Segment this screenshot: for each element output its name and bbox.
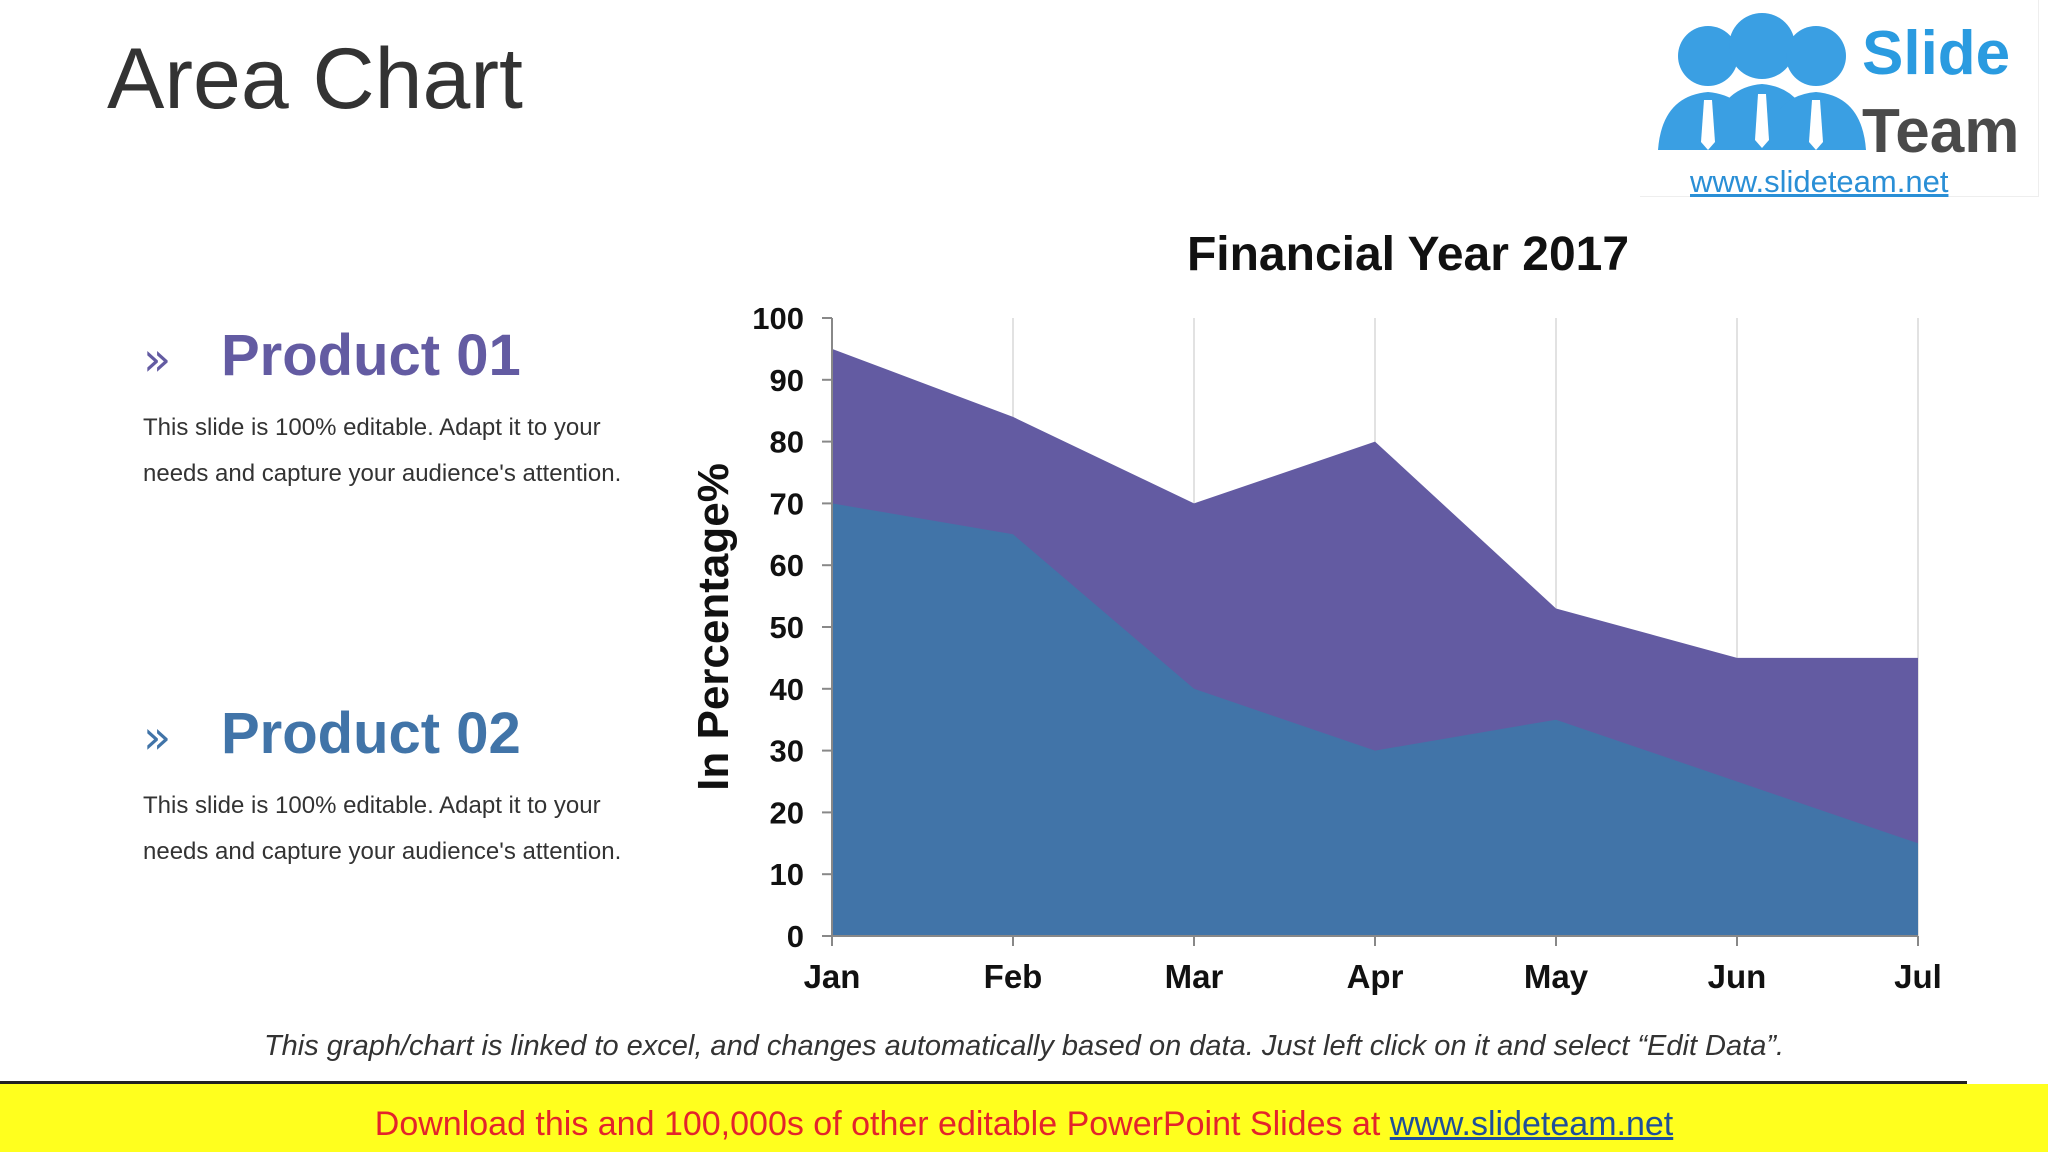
y-tick-label: 40 bbox=[770, 672, 804, 707]
area-series-2[interactable] bbox=[832, 503, 1918, 936]
area-chart[interactable]: Financial Year 2017 In Percentage% 0 10 20… bbox=[0, 0, 2048, 1010]
x-tick-label: Jun bbox=[1708, 958, 1767, 995]
x-tick-label: Jan bbox=[804, 958, 861, 995]
people-icon bbox=[1658, 13, 1866, 150]
product-02-block: » Product 02 This slide is 100% editable… bbox=[143, 700, 683, 875]
logo-text-slide: Slide bbox=[1862, 19, 2011, 88]
y-tick-label: 70 bbox=[770, 486, 804, 521]
area-series bbox=[832, 348, 1918, 936]
slide-title: Area Chart bbox=[107, 31, 523, 127]
product-01-title: Product 01 bbox=[221, 323, 521, 388]
slideteam-logo[interactable]: Slide Team www.slideteam.net bbox=[1640, 0, 2039, 199]
y-tick-label: 60 bbox=[770, 548, 804, 583]
divider-line bbox=[0, 1081, 1967, 1084]
y-tick-label: 10 bbox=[770, 857, 804, 892]
y-tick-label: 30 bbox=[770, 734, 804, 769]
y-tick-labels: 0 10 20 30 40 50 60 70 80 90 100 bbox=[752, 301, 804, 954]
y-tick-label: 90 bbox=[770, 363, 804, 398]
banner-link[interactable]: www.slideteam.net bbox=[1389, 1105, 1674, 1143]
x-tick-label: Feb bbox=[984, 958, 1043, 995]
chart-footnote: This graph/chart is linked to excel, and… bbox=[263, 1030, 1785, 1062]
chart-title: Financial Year 2017 bbox=[1187, 228, 1629, 281]
logo-text-team: Team bbox=[1862, 97, 2020, 166]
x-tick-labels: Jan Feb Mar Apr May Jun Jul bbox=[804, 958, 1942, 995]
x-tick-label: May bbox=[1524, 958, 1589, 995]
y-tick-label: 50 bbox=[770, 610, 804, 645]
x-tick-label: Apr bbox=[1347, 958, 1404, 995]
y-tick-label: 80 bbox=[770, 425, 804, 460]
x-tick-label: Jul bbox=[1894, 958, 1942, 995]
download-banner[interactable]: Download this and 100,000s of other edit… bbox=[0, 1084, 2048, 1152]
product-01-description: This slide is 100% editable. Adapt it to… bbox=[143, 414, 622, 487]
banner-text: Download this and 100,000s of other edit… bbox=[374, 1105, 1390, 1143]
y-axis-label: In Percentage% bbox=[689, 463, 738, 791]
axes bbox=[822, 317, 1919, 946]
x-tick-label: Mar bbox=[1165, 958, 1224, 995]
y-tick-label: 0 bbox=[787, 919, 804, 954]
y-tick-label: 20 bbox=[770, 795, 804, 830]
y-tick-label: 100 bbox=[752, 301, 804, 336]
chevron-right-icon: » bbox=[143, 710, 172, 764]
product-02-description: This slide is 100% editable. Adapt it to… bbox=[143, 792, 622, 865]
product-02-title: Product 02 bbox=[221, 701, 521, 766]
product-01-block: » Product 01 This slide is 100% editable… bbox=[143, 322, 683, 497]
chevron-right-icon: » bbox=[143, 332, 172, 386]
logo-url-link[interactable]: www.slideteam.net bbox=[1690, 164, 1949, 199]
